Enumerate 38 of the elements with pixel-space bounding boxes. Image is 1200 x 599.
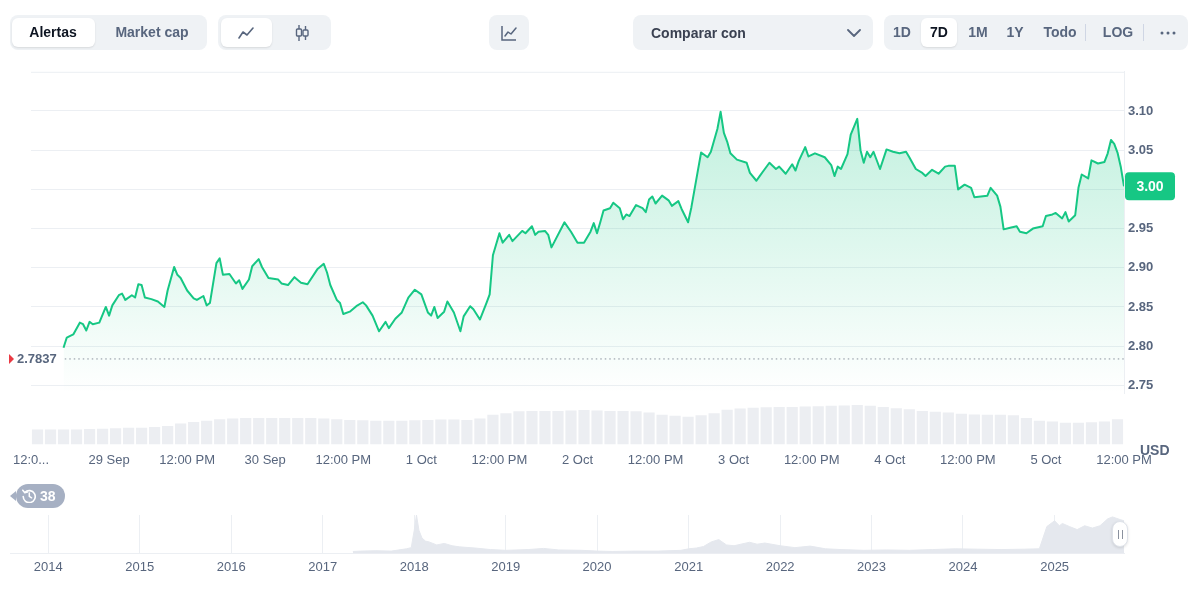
x-tick-label: 12:00 PM <box>627 451 684 467</box>
y-tick-label: 3.05 <box>1128 141 1154 157</box>
x-tick-label: 2017 <box>308 558 338 574</box>
x-tick-label: 2016 <box>216 558 246 574</box>
x-tick-label: 12:00 PM <box>315 451 372 467</box>
x-tick-label: 2018 <box>399 558 429 574</box>
x-tick-label: 2024 <box>948 558 978 574</box>
x-tick-label: 12:00 PM <box>159 451 215 467</box>
x-tick-label: 2023 <box>857 558 887 574</box>
x-tick-label: 12:0... <box>12 451 50 467</box>
x-tick-label: 2022 <box>765 558 795 574</box>
x-tick-label: 5 Oct <box>1030 451 1062 467</box>
x-tick-label: 2015 <box>125 558 155 574</box>
y-tick-label: 2.80 <box>1128 337 1154 353</box>
ref-line-label: 2.7837 <box>17 350 57 366</box>
x-tick-label: 30 Sep <box>244 451 286 467</box>
x-tick-label: 29 Sep <box>88 451 130 467</box>
text: 3.00 <box>1136 178 1164 195</box>
x-tick-label: 4 Oct <box>874 451 906 467</box>
range-switch: 1D 7D 1M 1Y Todo LOG <box>884 15 1188 50</box>
x-tick-label: 2020 <box>582 558 612 574</box>
y-tick-label: 2.75 <box>1128 376 1154 392</box>
x-tick-label: 2025 <box>1040 558 1070 574</box>
x-tick-label: 2014 <box>33 558 63 574</box>
x-tick-label: 2019 <box>491 558 521 574</box>
y-tick-label: 2.90 <box>1128 259 1154 275</box>
x-tick-label: 1 Oct <box>405 451 438 467</box>
y-tick-label: 2.85 <box>1128 298 1154 314</box>
x-tick-label: 2021 <box>674 558 704 574</box>
x-tick-label: 3 Oct <box>718 451 750 467</box>
x-tick-label: 2 Oct <box>561 451 594 467</box>
x-tick-label: 12:00 PM <box>471 451 528 467</box>
y-tick-label: 3.10 <box>1128 102 1154 118</box>
compare-dropdown: Comparar con <box>633 15 873 50</box>
x-tick-label: 12:00 PM <box>940 451 996 467</box>
tab-switch: Alertas Market cap <box>10 15 207 50</box>
x-tick-label: 12:00 PM <box>783 451 840 467</box>
y-tick-label: 2.95 <box>1128 220 1154 236</box>
